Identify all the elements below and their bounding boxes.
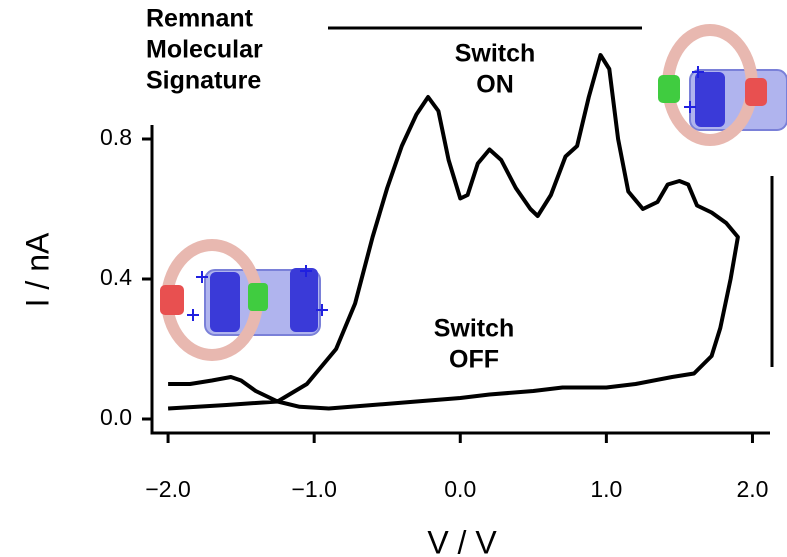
x-tick-label: 0.0 <box>444 476 476 502</box>
molecule-on-icon <box>658 24 787 146</box>
x-tick-label: −1.0 <box>291 476 336 502</box>
annotation: Signature <box>146 67 261 95</box>
annotation: Switch <box>434 315 515 343</box>
annotation: ON <box>476 71 514 99</box>
data-line <box>167 53 740 411</box>
y-axis-label: I / nA <box>19 232 55 307</box>
x-tick-label: −2.0 <box>145 476 190 502</box>
y-tick-label: 0.0 <box>100 404 132 430</box>
x-tick-label: 1.0 <box>590 476 622 502</box>
x-tick-label: 2.0 <box>736 476 768 502</box>
annotation: OFF <box>449 346 499 374</box>
x-axis-label: V / V <box>427 524 497 557</box>
annotation: Remnant <box>146 5 254 33</box>
y-tick-label: 0.4 <box>100 264 132 290</box>
y-tick-label: 0.8 <box>100 124 132 150</box>
molecule-off-icon <box>160 239 328 361</box>
annotation: Switch <box>455 40 536 68</box>
annotation: Molecular <box>146 36 263 64</box>
